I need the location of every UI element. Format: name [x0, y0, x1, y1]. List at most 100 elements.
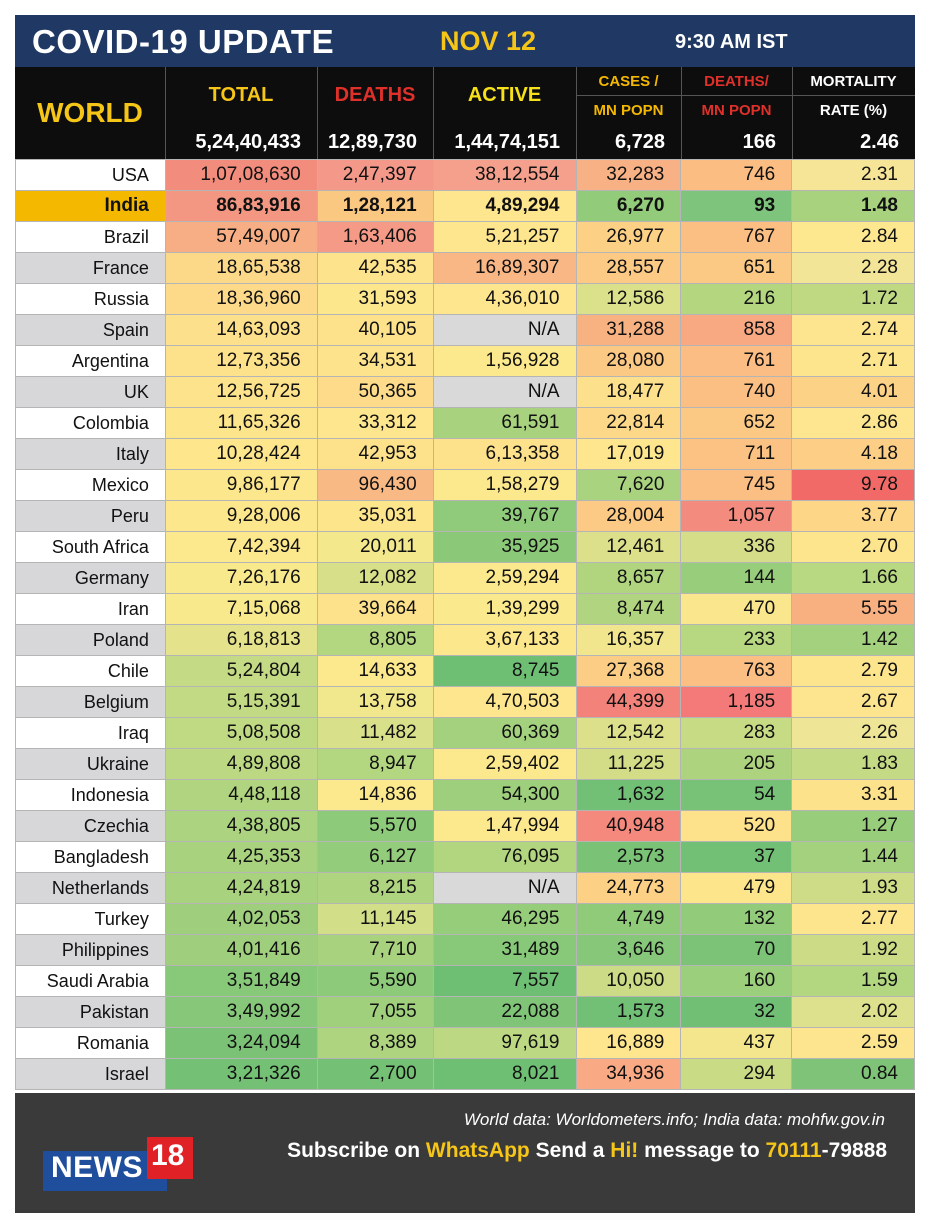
country-name: Mexico: [15, 469, 166, 501]
table-row: Czechia 4,38,805 5,570 1,47,994 40,948 520 1.2…: [15, 810, 915, 842]
active-cell: 2,59,402: [432, 748, 577, 780]
mortality-cell: 1.93: [791, 872, 915, 904]
cases-per-mn-cell: 28,004: [575, 500, 682, 532]
cases-per-mn-cell: 10,050: [575, 965, 682, 997]
mortality-cell: 4.01: [791, 376, 915, 408]
table-row: Spain 14,63,093 40,105 N/A 31,288 858 2.74: [15, 314, 915, 346]
deaths-cell: 40,105: [316, 314, 434, 346]
cases-per-mn-cell: 6,270: [575, 190, 682, 222]
total-cell: 57,49,007: [164, 221, 318, 253]
mortality-cell: 9.78: [791, 469, 915, 501]
total-cell: 18,65,538: [164, 252, 318, 284]
active-cell: 5,21,257: [432, 221, 577, 253]
deaths-per-mn-cell: 336: [680, 531, 793, 563]
mortality-cell: 1.59: [791, 965, 915, 997]
header-divider: [433, 67, 434, 159]
cases-per-mn-cell: 3,646: [575, 934, 682, 966]
active-cell: 54,300: [432, 779, 577, 811]
country-name: South Africa: [15, 531, 166, 563]
mortality-cell: 2.31: [791, 159, 915, 191]
country-name: Peru: [15, 500, 166, 532]
world-active-cell: 1,44,74,151: [454, 130, 560, 153]
world-total-cell: 5,24,40,433: [195, 130, 301, 153]
country-name: UK: [15, 376, 166, 408]
deaths-cell: 42,535: [316, 252, 434, 284]
deaths-per-mn-cell: 711: [680, 438, 793, 470]
active-cell: 16,89,307: [432, 252, 577, 284]
deaths-cell: 35,031: [316, 500, 434, 532]
world-mortality-cell: 2.46: [860, 130, 899, 153]
total-cell: 12,56,725: [164, 376, 318, 408]
table-row: Brazil 57,49,007 1,63,406 5,21,257 26,977 767…: [15, 221, 915, 253]
table-row: Poland 6,18,813 8,805 3,67,133 16,357 233 1.42: [15, 624, 915, 656]
cases-per-mn-cell: 44,399: [575, 686, 682, 718]
mortality-cell: 1.27: [791, 810, 915, 842]
total-cell: 7,15,068: [164, 593, 318, 625]
country-name: Saudi Arabia: [15, 965, 166, 997]
deaths-per-mn-cell: 233: [680, 624, 793, 656]
cases-per-mn-cell: 27,368: [575, 655, 682, 687]
deaths-cell: 50,365: [316, 376, 434, 408]
country-name: Ukraine: [15, 748, 166, 780]
whatsapp-number-a: 70111: [765, 1139, 822, 1162]
deaths-per-mn-cell: 1,057: [680, 500, 793, 532]
active-cell: N/A: [432, 376, 577, 408]
logo-news-text: NEWS: [51, 1151, 143, 1184]
active-cell: 2,59,294: [432, 562, 577, 594]
deaths-per-mn-cell: 32: [680, 996, 793, 1028]
active-cell: 1,58,279: [432, 469, 577, 501]
mortality-cell: 1.72: [791, 283, 915, 315]
total-cell: 4,02,053: [164, 903, 318, 935]
mortality-cell: 2.59: [791, 1027, 915, 1059]
cases-per-mn-cell: 18,477: [575, 376, 682, 408]
mortality-cell: 2.77: [791, 903, 915, 935]
covid-update-card: COVID-19 UPDATE NOV 12 9:30 AM IST WORLD…: [15, 15, 915, 1213]
total-cell: 4,01,416: [164, 934, 318, 966]
header-divider: [576, 67, 577, 159]
deaths-cell: 8,805: [316, 624, 434, 656]
mortality-cell: 2.84: [791, 221, 915, 253]
column-header-total: TOTAL: [208, 83, 274, 106]
deaths-cell: 1,63,406: [316, 221, 434, 253]
cases-per-mn-cell: 24,773: [575, 872, 682, 904]
table-row: Romania 3,24,094 8,389 97,619 16,889 437 2.59: [15, 1027, 915, 1059]
active-cell: 4,36,010: [432, 283, 577, 315]
column-header-active: ACTIVE: [467, 83, 542, 106]
total-cell: 5,08,508: [164, 717, 318, 749]
cases-per-mn-cell: 2,573: [575, 841, 682, 873]
cases-per-mn-cell: 1,632: [575, 779, 682, 811]
hi-text: Hi!: [610, 1139, 639, 1162]
deaths-per-mn-cell: 205: [680, 748, 793, 780]
deaths-per-mn-cell: 652: [680, 407, 793, 439]
table-row: Saudi Arabia 3,51,849 5,590 7,557 10,050 160 1…: [15, 965, 915, 997]
active-cell: 4,89,294: [432, 190, 577, 222]
active-cell: 38,12,554: [432, 159, 577, 191]
mortality-cell: 2.86: [791, 407, 915, 439]
country-name: Poland: [15, 624, 166, 656]
cases-per-mn-cell: 16,357: [575, 624, 682, 656]
mortality-cell: 1.92: [791, 934, 915, 966]
deaths-per-mn-cell: 294: [680, 1058, 793, 1090]
mortality-cell: 2.79: [791, 655, 915, 687]
send-a-text: Send a: [529, 1139, 611, 1162]
country-name: Iran: [15, 593, 166, 625]
total-cell: 4,48,118: [164, 779, 318, 811]
data-source: World data: Worldometers.info; India dat…: [463, 1110, 885, 1129]
header-divider: [317, 67, 318, 159]
deaths-cell: 8,947: [316, 748, 434, 780]
table-row: Argentina 12,73,356 34,531 1,56,928 28,080 76…: [15, 345, 915, 377]
active-cell: 39,767: [432, 500, 577, 532]
total-cell: 4,24,819: [164, 872, 318, 904]
total-cell: 1,07,08,630: [164, 159, 318, 191]
deaths-per-mn-cell: 745: [680, 469, 793, 501]
cases-per-mn-cell: 32,283: [575, 159, 682, 191]
country-name: Belgium: [15, 686, 166, 718]
header-divider: [792, 67, 793, 159]
active-cell: 60,369: [432, 717, 577, 749]
total-cell: 11,65,326: [164, 407, 318, 439]
deaths-cell: 96,430: [316, 469, 434, 501]
mortality-cell: 2.67: [791, 686, 915, 718]
deaths-per-mn-cell: 746: [680, 159, 793, 191]
country-name: Israel: [15, 1058, 166, 1090]
cases-per-mn-cell: 40,948: [575, 810, 682, 842]
